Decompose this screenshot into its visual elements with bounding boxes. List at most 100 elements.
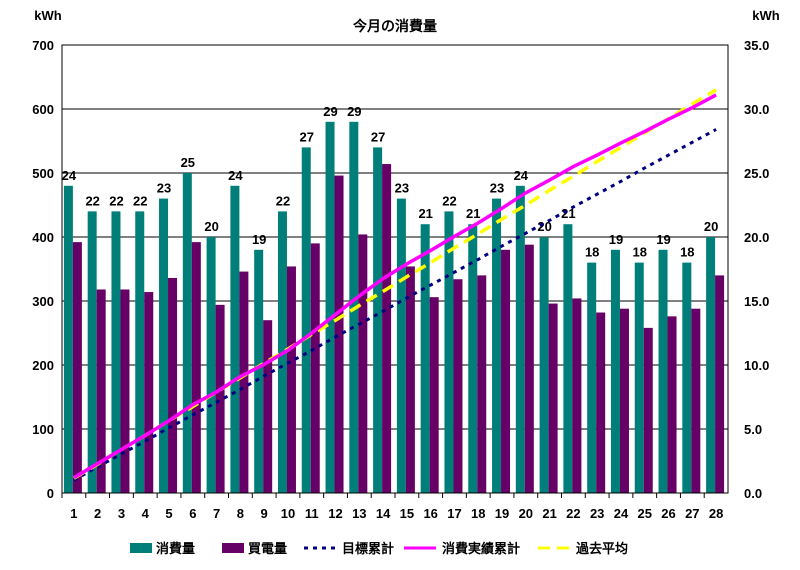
chart-title: 今月の消費量	[352, 18, 437, 34]
y-left-tick-label: 700	[32, 38, 54, 53]
x-tick-label: 11	[305, 506, 319, 521]
y-right-tick-label: 35.0	[744, 38, 769, 53]
bar-consumption	[682, 262, 692, 493]
bar-consumption	[444, 211, 454, 493]
bar-data-label: 18	[680, 245, 694, 260]
x-tick-label: 4	[142, 506, 150, 521]
bar-purchased	[239, 271, 249, 493]
bar-data-label: 22	[133, 193, 147, 208]
bar-purchased	[334, 175, 344, 493]
y-right-axis-label: kWh	[752, 8, 780, 23]
bar-consumption	[658, 249, 668, 493]
x-tick-label: 7	[213, 506, 220, 521]
x-tick-label: 22	[566, 506, 580, 521]
y-right-tick-label: 5.0	[744, 422, 762, 437]
y-left-tick-label: 400	[32, 230, 54, 245]
bar-consumption	[420, 224, 430, 493]
x-tick-label: 1	[70, 506, 77, 521]
legend-swatch	[222, 543, 244, 553]
legend-label: 消費量	[156, 541, 195, 556]
bar-consumption	[373, 147, 383, 493]
y-left-tick-label: 300	[32, 294, 54, 309]
bar-purchased	[144, 292, 154, 493]
bar-data-label: 21	[466, 206, 480, 221]
x-tick-label: 26	[661, 506, 675, 521]
bar-data-label: 20	[704, 219, 718, 234]
bar-consumption	[515, 185, 525, 494]
legend-label: 目標累計	[342, 541, 394, 556]
y-left-tick-label: 0	[47, 486, 54, 501]
bar-purchased	[715, 275, 725, 493]
bar-data-label: 19	[656, 232, 670, 247]
legend-purchased: 買電量	[222, 541, 287, 556]
bar-consumption	[610, 249, 620, 493]
axes: 0 100 200 300 400 500 600 700 0.0 5.0 10.0 15.0 20.0…	[32, 38, 769, 521]
bar-data-label: 24	[514, 168, 529, 183]
bar-purchased	[596, 312, 606, 493]
bar-consumption	[325, 121, 335, 494]
bar-data-label: 25	[181, 155, 195, 170]
line-actual-cumulative	[73, 93, 717, 480]
bar-data-label: 20	[537, 219, 551, 234]
x-tick-label: 6	[189, 506, 196, 521]
bar-consumption	[492, 198, 502, 493]
bar-consumption	[468, 224, 478, 493]
x-tick-label: 14	[376, 506, 391, 521]
bar-consumption	[396, 198, 406, 493]
bar-purchased	[643, 327, 653, 493]
bar-consumption	[206, 237, 216, 493]
bar-data-label: 22	[442, 193, 456, 208]
legend-past-average: 過去平均	[538, 541, 628, 556]
bar-data-label: 22	[85, 193, 99, 208]
x-tick-label: 23	[590, 506, 604, 521]
bar-purchased	[358, 234, 368, 493]
bar-consumption	[182, 173, 192, 493]
legend-swatch	[130, 543, 152, 553]
bar-purchased	[572, 298, 582, 493]
bar-data-label: 19	[252, 232, 266, 247]
bar-purchased	[96, 289, 106, 493]
legend-label: 過去平均	[575, 541, 628, 556]
legend-label: 買電量	[248, 541, 287, 556]
y-right-tick-label: 10.0	[744, 358, 769, 373]
bar-data-label: 23	[395, 181, 409, 196]
bar-purchased	[310, 243, 320, 493]
bar-purchased	[286, 266, 296, 493]
bar-consumption	[87, 211, 97, 493]
x-tick-label: 8	[237, 506, 244, 521]
bar-consumption	[301, 147, 311, 493]
bar-consumption	[706, 237, 716, 493]
x-tick-label: 16	[423, 506, 437, 521]
bar-data-label: 22	[109, 193, 123, 208]
bar-data-label: 18	[633, 245, 647, 260]
x-tick-label: 3	[118, 506, 125, 521]
y-left-tick-label: 500	[32, 166, 54, 181]
x-tick-label: 28	[709, 506, 723, 521]
y-right-tick-label: 15.0	[744, 294, 769, 309]
x-tick-label: 13	[352, 506, 366, 521]
bar-data-label: 20	[204, 219, 218, 234]
x-tick-label: 2	[94, 506, 101, 521]
bar-purchased	[120, 289, 130, 493]
y-left-tick-label: 600	[32, 102, 54, 117]
x-tick-label: 25	[638, 506, 652, 521]
bar-data-label: 29	[323, 104, 337, 119]
bar-data-label: 21	[561, 206, 575, 221]
y-right-tick-label: 20.0	[744, 230, 769, 245]
bar-purchased	[619, 308, 629, 493]
bar-consumption	[587, 262, 597, 493]
x-tick-label: 19	[495, 506, 509, 521]
bar-data-label: 18	[585, 245, 599, 260]
y-left-tick-label: 100	[32, 422, 54, 437]
y-left-axis-label: kWh	[34, 8, 62, 23]
bar-data-label: 21	[418, 206, 432, 221]
bar-data-label: 27	[371, 129, 385, 144]
bar-purchased	[215, 304, 225, 493]
bar-data-label: 23	[157, 181, 171, 196]
bar-data-label: 22	[276, 193, 290, 208]
legend-actual-cumulative: 消費実績累計	[404, 541, 520, 556]
bar-data-label: 24	[62, 168, 77, 183]
bar-purchased	[263, 320, 273, 493]
bar-purchased	[477, 275, 487, 493]
legend-target-cumulative: 目標累計	[304, 541, 394, 556]
